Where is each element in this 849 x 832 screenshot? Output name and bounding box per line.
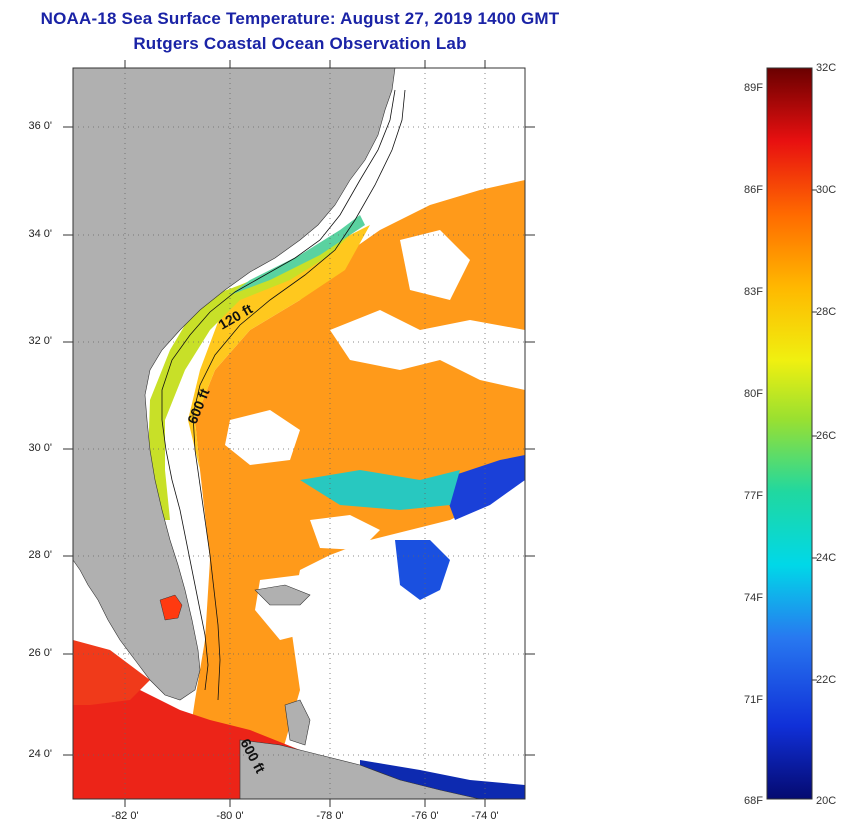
- legend-c-label: 32C: [816, 62, 837, 74]
- legend-f-label: 77F: [744, 490, 763, 502]
- sst-blue-fringe-2: [395, 540, 450, 600]
- land-andros: [284, 699, 311, 746]
- map-frame: [72, 67, 526, 800]
- lat-label: 26 0': [28, 647, 52, 659]
- lat-label: 36 0': [28, 120, 52, 132]
- lat-label: 24 0': [28, 748, 52, 760]
- sst-blue-fringe: [440, 455, 525, 520]
- legend-c-label: 20C: [816, 795, 837, 807]
- legend-c-label: 28C: [816, 306, 837, 318]
- cloud-patch: [400, 230, 470, 300]
- contour-120ft: [161, 89, 396, 691]
- color-legend-bar: [766, 67, 813, 800]
- land-us-southeast: [73, 68, 396, 701]
- lat-label: 32 0': [28, 335, 52, 347]
- sst-cool-coast: [230, 215, 365, 295]
- cloud-patch: [310, 515, 380, 550]
- lon-label: -76 0': [411, 810, 439, 822]
- legend-f-label: 89F: [744, 82, 763, 94]
- land-grand-bahama: [254, 584, 311, 606]
- map-ticks: [63, 60, 535, 807]
- lon-label: -78 0': [316, 810, 344, 822]
- sst-shelf-region: [188, 225, 370, 470]
- contour-600ft: [192, 89, 406, 701]
- legend-c-label: 22C: [816, 674, 837, 686]
- lat-label: 30 0': [28, 442, 52, 454]
- legend-f-label: 74F: [744, 592, 763, 604]
- graticule: [73, 68, 525, 799]
- sst-cyan-band: [300, 470, 460, 510]
- legend-c-label: 30C: [816, 184, 837, 196]
- map-subtitle: Rutgers Coastal Ocean Observation Lab: [133, 34, 467, 53]
- legend-f-label: 80F: [744, 388, 763, 400]
- legend-f-label: 83F: [744, 286, 763, 298]
- map-title: NOAA-18 Sea Surface Temperature: August …: [40, 9, 560, 28]
- legend-ticks: [812, 189, 817, 681]
- legend-c-label: 24C: [816, 552, 837, 564]
- lat-label: 28 0': [28, 549, 52, 561]
- cloud-patch: [440, 580, 525, 660]
- lon-label: -80 0': [216, 810, 244, 822]
- land-cuba: [239, 739, 481, 799]
- legend-c-label: 26C: [816, 430, 837, 442]
- sst-hot-keys: [73, 640, 150, 705]
- lake-okeechobee: [159, 594, 183, 621]
- legend-f-label: 68F: [744, 795, 763, 807]
- legend-f-label: 86F: [744, 184, 763, 196]
- cloud-patch: [225, 410, 300, 465]
- cloud-patch: [330, 310, 525, 390]
- lon-label: -82 0': [111, 810, 139, 822]
- lon-label: -74 0': [471, 810, 499, 822]
- lat-label: 34 0': [28, 228, 52, 240]
- legend-f-label: 71F: [744, 694, 763, 706]
